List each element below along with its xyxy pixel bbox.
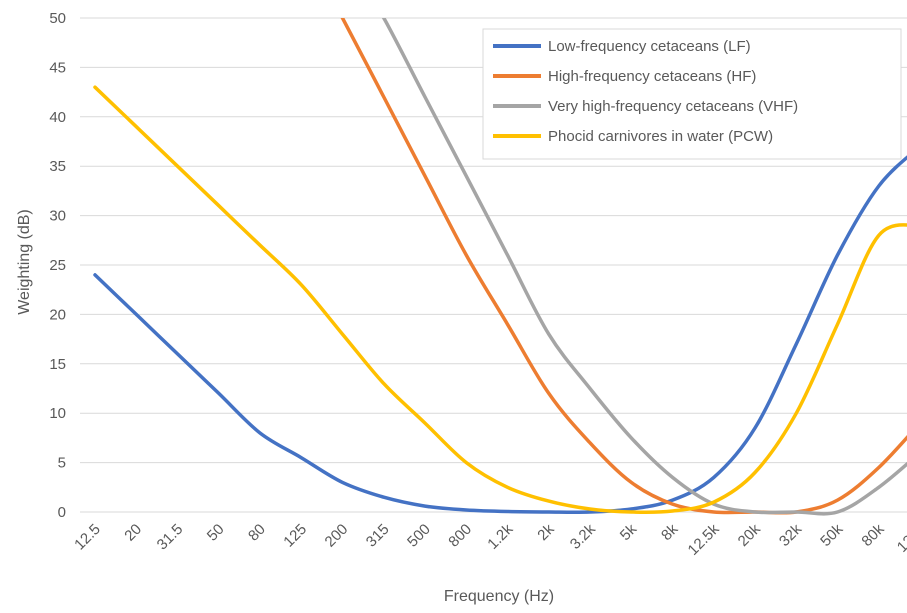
series-line-lf	[93, 155, 907, 514]
legend-label-hf: High-frequency cetaceans (HF)	[548, 68, 756, 85]
x-axis-title: Frequency (Hz)	[444, 588, 554, 605]
series-line-hf	[340, 18, 907, 515]
x-tick-label: 200	[322, 521, 352, 551]
legend-label-lf: Low-frequency cetaceans (LF)	[548, 38, 751, 55]
y-tick-label: 20	[49, 306, 66, 323]
x-tick-label: 80	[245, 521, 269, 545]
legend-box	[482, 28, 902, 160]
y-tick-label: 10	[49, 405, 66, 422]
x-tick-label: 1.2k	[484, 520, 516, 552]
y-axis-title: Weighting (dB)	[16, 209, 33, 315]
x-tick-label: 12.5	[71, 521, 104, 554]
x-tick-label: 3.2k	[567, 520, 599, 552]
x-tick-label: 20k	[735, 520, 764, 549]
x-tick-label: 12.5k	[685, 520, 723, 558]
x-tick-label: 31.5	[154, 521, 187, 554]
y-tick-label: 0	[58, 504, 66, 521]
x-tick-label: 50	[204, 521, 228, 545]
y-tick-label: 30	[49, 208, 66, 225]
x-tick-label: 315	[363, 521, 393, 551]
x-tick-label: 80k	[858, 520, 887, 549]
series-lines	[93, 18, 907, 516]
y-tick-label: 45	[49, 59, 66, 76]
legend-label-pcw: Phocid carnivores in water (PCW)	[548, 128, 773, 145]
x-tick-label: 2k	[534, 520, 558, 544]
x-tick-label: 32k	[776, 520, 805, 549]
y-tick-label: 25	[49, 257, 66, 274]
y-tick-label: 50	[49, 10, 66, 27]
legend-label-vhf: Very high-frequency cetaceans (VHF)	[548, 98, 798, 115]
x-tick-label: 8k	[658, 520, 682, 544]
x-tick-label: 500	[404, 521, 434, 551]
x-axis-ticks: 12.5 20 31.5 50 80 125 200 315 500 800 1.2k 2k 3.2k 5…	[71, 520, 907, 558]
y-tick-label: 5	[58, 455, 66, 472]
series-line-vhf	[381, 18, 907, 516]
x-tick-label: 125	[280, 521, 310, 551]
x-tick-label: 50k	[817, 520, 846, 549]
x-tick-label: 128k	[894, 520, 907, 555]
y-tick-label: 35	[49, 158, 66, 175]
y-tick-label: 15	[49, 356, 66, 373]
y-axis-ticks: 0 5 10 15 20 25 30 35 40 45 50	[49, 10, 66, 521]
x-tick-label: 800	[445, 521, 475, 551]
x-tick-label: 5k	[617, 520, 641, 544]
series-line-pcw	[93, 85, 907, 515]
y-tick-label: 40	[49, 109, 66, 126]
legend: Low-frequency cetaceans (LF) High-frequen…	[482, 28, 902, 160]
x-tick-label: 20	[121, 521, 145, 545]
